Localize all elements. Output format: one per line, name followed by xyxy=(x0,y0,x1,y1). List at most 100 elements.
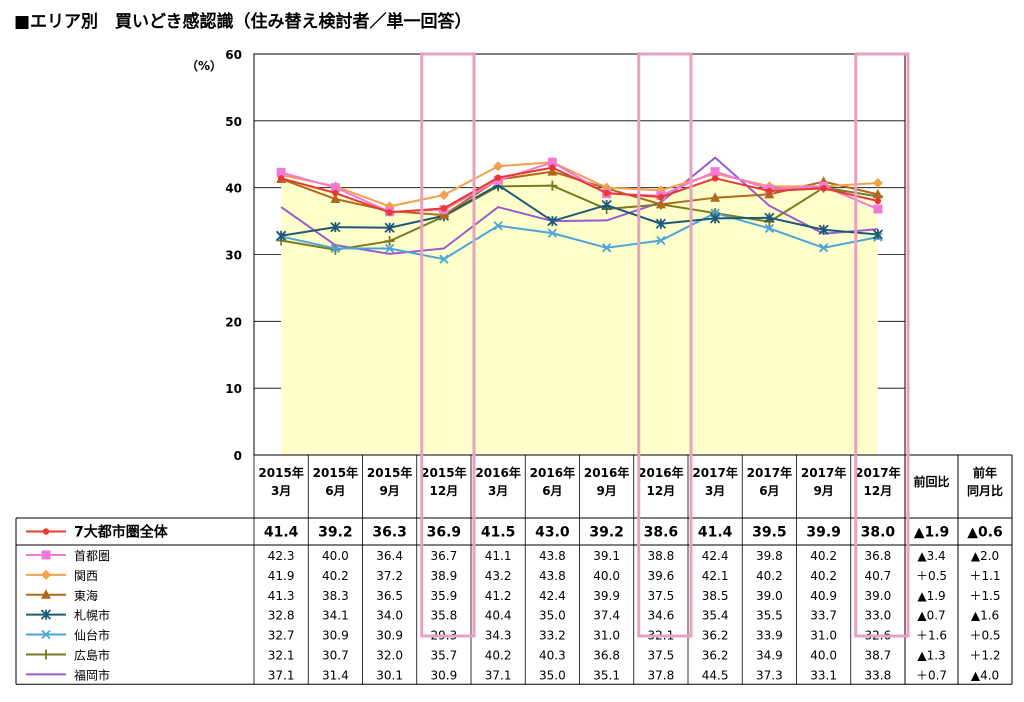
legend-label: 関西 xyxy=(74,569,98,583)
data-point xyxy=(275,230,287,241)
table-cell: 41.9 xyxy=(268,569,295,583)
data-point xyxy=(710,192,721,202)
table-cell: 36.9 xyxy=(427,525,462,541)
x-tick-label: 2016年 xyxy=(475,465,520,480)
data-point xyxy=(657,193,665,201)
y-tick-label: 30 xyxy=(225,249,242,263)
table-cell: 35.5 xyxy=(756,609,783,623)
series-line xyxy=(280,166,879,214)
change-prev: ▲3.4 xyxy=(917,549,945,563)
data-point xyxy=(41,629,51,640)
table-cell: 40.4 xyxy=(485,609,512,623)
y-tick-label: 0 xyxy=(234,449,242,463)
table-cell: 36.3 xyxy=(372,525,407,541)
x-tick-label: 12月 xyxy=(647,484,676,498)
table-cell: 42.3 xyxy=(268,549,295,563)
table-cell: 30.7 xyxy=(322,648,349,662)
x-tick-label: 6月 xyxy=(759,484,779,498)
table-cell: 43.8 xyxy=(539,549,566,563)
data-point xyxy=(493,221,503,231)
data-point xyxy=(764,223,775,234)
data-point xyxy=(872,188,883,199)
y-tick-label: 20 xyxy=(225,315,242,329)
data-point xyxy=(872,229,884,240)
data-point xyxy=(41,550,51,560)
data-point xyxy=(330,221,341,233)
table-cell: 37.4 xyxy=(593,609,620,623)
x-tick-label: 2016年 xyxy=(584,465,629,480)
table-cell: 43.2 xyxy=(485,569,512,583)
table-cell: 38.3 xyxy=(322,589,349,603)
data-point xyxy=(439,254,449,264)
x-tick-label: 2015年 xyxy=(313,465,358,480)
table-cell: 31.4 xyxy=(322,668,349,682)
table-cell: 40.0 xyxy=(810,648,837,662)
legend-label: 広島市 xyxy=(74,647,110,662)
change-year: ▲0.6 xyxy=(967,525,1003,541)
x-tick-label: 2017年 xyxy=(855,465,900,480)
table-cell: 38.9 xyxy=(431,569,458,583)
table-cell: 42.1 xyxy=(702,569,729,583)
legend-label: 首都圏 xyxy=(74,549,110,563)
x-tick-label: 2015年 xyxy=(421,465,466,480)
y-tick-label: 10 xyxy=(225,382,242,396)
table-cell: 36.7 xyxy=(431,549,458,563)
table-cell: 35.0 xyxy=(539,668,566,682)
table-cell: 41.3 xyxy=(268,589,295,603)
table-cell: 42.4 xyxy=(539,589,566,603)
change-year: ＋1.5 xyxy=(969,589,1000,603)
data-point xyxy=(41,569,51,580)
change-year: ▲2.0 xyxy=(971,549,999,563)
data-point xyxy=(332,189,339,197)
table-cell: 35.9 xyxy=(431,589,458,603)
data-point xyxy=(766,187,773,195)
area-fill xyxy=(281,167,878,455)
data-point xyxy=(873,204,883,214)
series-line xyxy=(280,183,878,237)
table-cell: 41.4 xyxy=(698,525,733,541)
table-cell: 39.0 xyxy=(865,589,892,603)
series-line xyxy=(280,161,878,208)
table-cell: 41.4 xyxy=(264,525,299,541)
data-point xyxy=(330,243,341,254)
data-point xyxy=(601,199,612,211)
data-point xyxy=(603,189,610,197)
data-point xyxy=(493,161,504,172)
table-header: 前回比 xyxy=(913,474,949,489)
table-header: 同月比 xyxy=(967,483,1003,498)
data-point xyxy=(277,175,285,182)
table-cell: 39.9 xyxy=(806,525,841,541)
table-cell: 44.5 xyxy=(702,668,729,682)
y-tick-label: 60 xyxy=(225,48,242,62)
data-point xyxy=(330,183,340,193)
x-tick-label: 3月 xyxy=(705,484,725,498)
legend-label: 札幌市 xyxy=(74,608,110,623)
x-tick-label: 2017年 xyxy=(747,465,792,480)
table-cell: 38.5 xyxy=(702,589,729,603)
table-cell: 36.4 xyxy=(376,549,403,563)
table-cell: 38.7 xyxy=(865,648,892,662)
x-tick-label: 3月 xyxy=(488,484,508,498)
series-line xyxy=(280,212,879,261)
table-cell: 39.6 xyxy=(648,569,675,583)
table-cell: 39.2 xyxy=(589,525,624,541)
table-cell: 30.9 xyxy=(431,668,458,682)
table-cell: 37.5 xyxy=(648,589,675,603)
data-point xyxy=(547,180,558,191)
table-cell: 39.9 xyxy=(593,589,620,603)
table-cell: 30.1 xyxy=(376,668,403,682)
table-cell: 40.7 xyxy=(865,569,892,583)
change-prev: ＋1.6 xyxy=(916,629,947,643)
table-cell: 39.5 xyxy=(752,525,787,541)
data-point xyxy=(549,164,556,171)
table-cell: 41.1 xyxy=(485,549,512,563)
data-point xyxy=(41,589,51,599)
legend-label: 7大都市圏全体 xyxy=(74,524,169,541)
data-point xyxy=(656,235,666,246)
data-point xyxy=(655,218,667,229)
data-point xyxy=(384,236,395,247)
data-point xyxy=(384,243,395,254)
data-point xyxy=(40,609,52,620)
table-cell: 38.0 xyxy=(861,525,896,541)
